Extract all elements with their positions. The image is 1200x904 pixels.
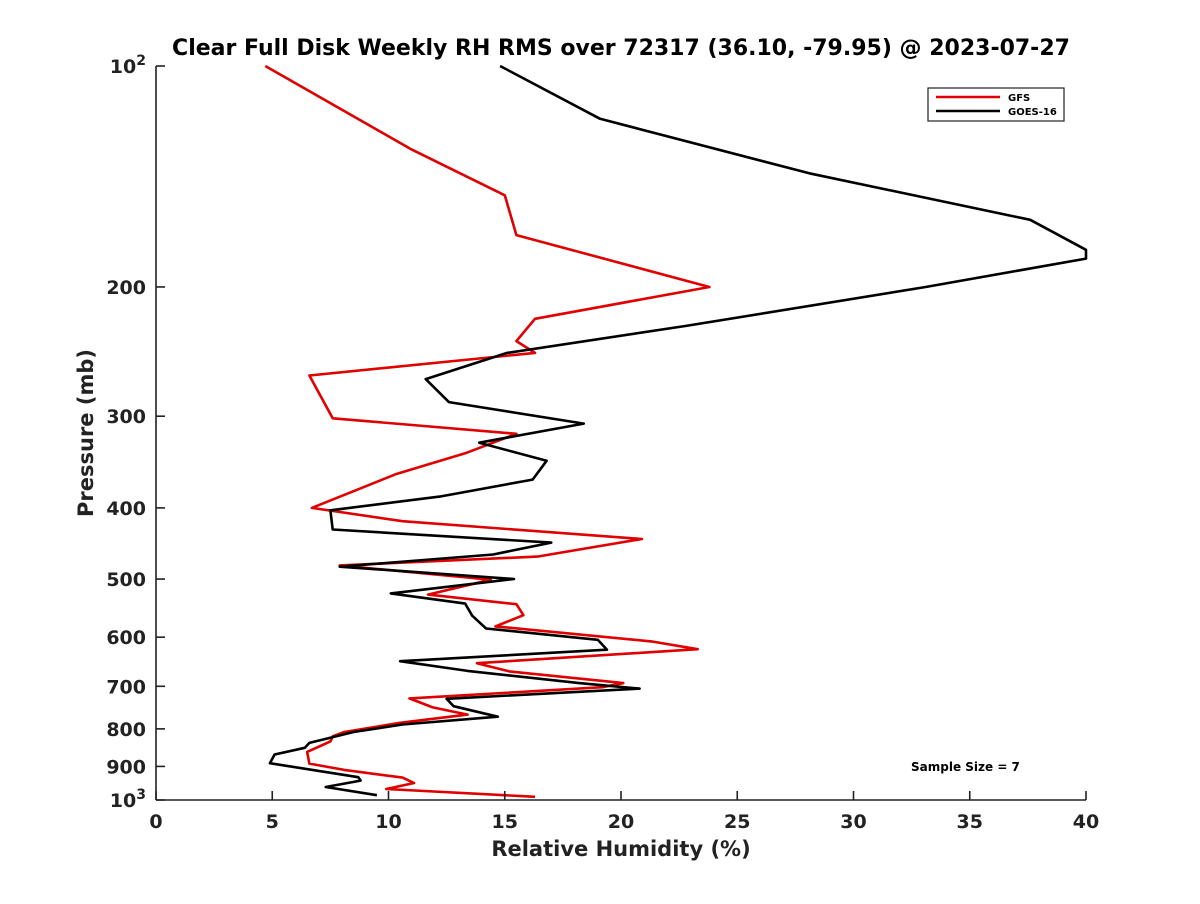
axes-layer: 0 5 10 15 20 25 30 35 40 102 200 300 400 500 600 700 800…	[106, 53, 1099, 833]
sample-size-annotation: Sample Size = 7	[911, 760, 1020, 774]
legend-label-goes-16: GOES-16	[1008, 107, 1057, 118]
y-tick-label: 700	[106, 676, 146, 698]
y-axis-label: Pressure (mb)	[74, 349, 98, 517]
series-line-goes-16	[268, 64, 1088, 797]
series-line-gfs	[264, 64, 711, 799]
x-tick-label: 25	[724, 811, 750, 833]
x-tick-label: 15	[492, 811, 518, 833]
y-tick-label: 500	[106, 569, 146, 591]
y-tick-label: 400	[106, 498, 146, 520]
x-tick-label: 35	[957, 811, 983, 833]
x-axis-label: Relative Humidity (%)	[491, 837, 750, 861]
legend-box	[927, 87, 1065, 122]
x-tick-label: 0	[149, 811, 162, 833]
y-tick-label: 102	[110, 53, 146, 78]
x-tick-label: 5	[266, 811, 279, 833]
y-tick-label: 200	[106, 277, 146, 299]
x-tick-label: 10	[375, 811, 401, 833]
x-tick-label: 20	[608, 811, 634, 833]
series-layer	[264, 64, 1088, 799]
chart-title: Clear Full Disk Weekly RH RMS over 72317…	[172, 36, 1070, 61]
x-tick-label: 30	[840, 811, 866, 833]
y-tick-label: 600	[106, 627, 146, 649]
legend: GFS GOES-16	[927, 87, 1065, 122]
legend-label-gfs: GFS	[1008, 93, 1030, 104]
y-tick-label: 103	[110, 787, 146, 812]
y-tick-label: 900	[106, 756, 146, 778]
y-tick-label: 300	[106, 406, 146, 428]
y-tick-label: 800	[106, 719, 146, 741]
x-tick-label: 40	[1073, 811, 1099, 833]
